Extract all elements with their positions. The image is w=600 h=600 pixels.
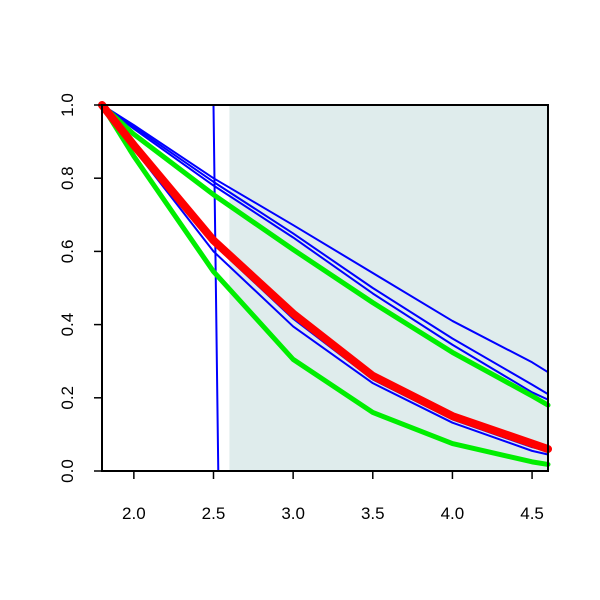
series-line-4 [101, 104, 549, 401]
y-tick-label: 0.6 [58, 240, 77, 264]
y-tick-label: 1.0 [58, 93, 77, 117]
y-tick-label: 0.2 [58, 386, 77, 410]
x-tick-label: 4.5 [520, 504, 544, 523]
x-tick-label: 4.0 [441, 504, 465, 523]
y-axis: 0.0 0.2 0.4 0.6 0.8 1.0 [58, 93, 102, 483]
x-tick-label: 3.5 [361, 504, 385, 523]
y-tick-label: 0.4 [58, 313, 77, 337]
shaded-region [229, 105, 548, 471]
series-line-7 [99, 102, 551, 408]
series-line-9 [98, 101, 552, 454]
x-tick-label: 2.5 [202, 504, 226, 523]
shaded-region-layer [229, 105, 548, 471]
series-layer [98, 101, 552, 472]
plot-frame [101, 104, 549, 472]
x-axis: 2.0 2.5 3.0 3.5 4.0 4.5 [122, 471, 544, 523]
x-tick-label: 2.0 [122, 504, 146, 523]
y-tick-label: 0.0 [58, 459, 77, 483]
y-tick-label: 0.8 [58, 166, 77, 190]
axes-frame-layer [101, 104, 549, 472]
series-line-8 [99, 102, 551, 467]
x-tick-label: 3.0 [281, 504, 305, 523]
series-line-2 [101, 104, 549, 374]
series-line-3 [101, 104, 549, 396]
